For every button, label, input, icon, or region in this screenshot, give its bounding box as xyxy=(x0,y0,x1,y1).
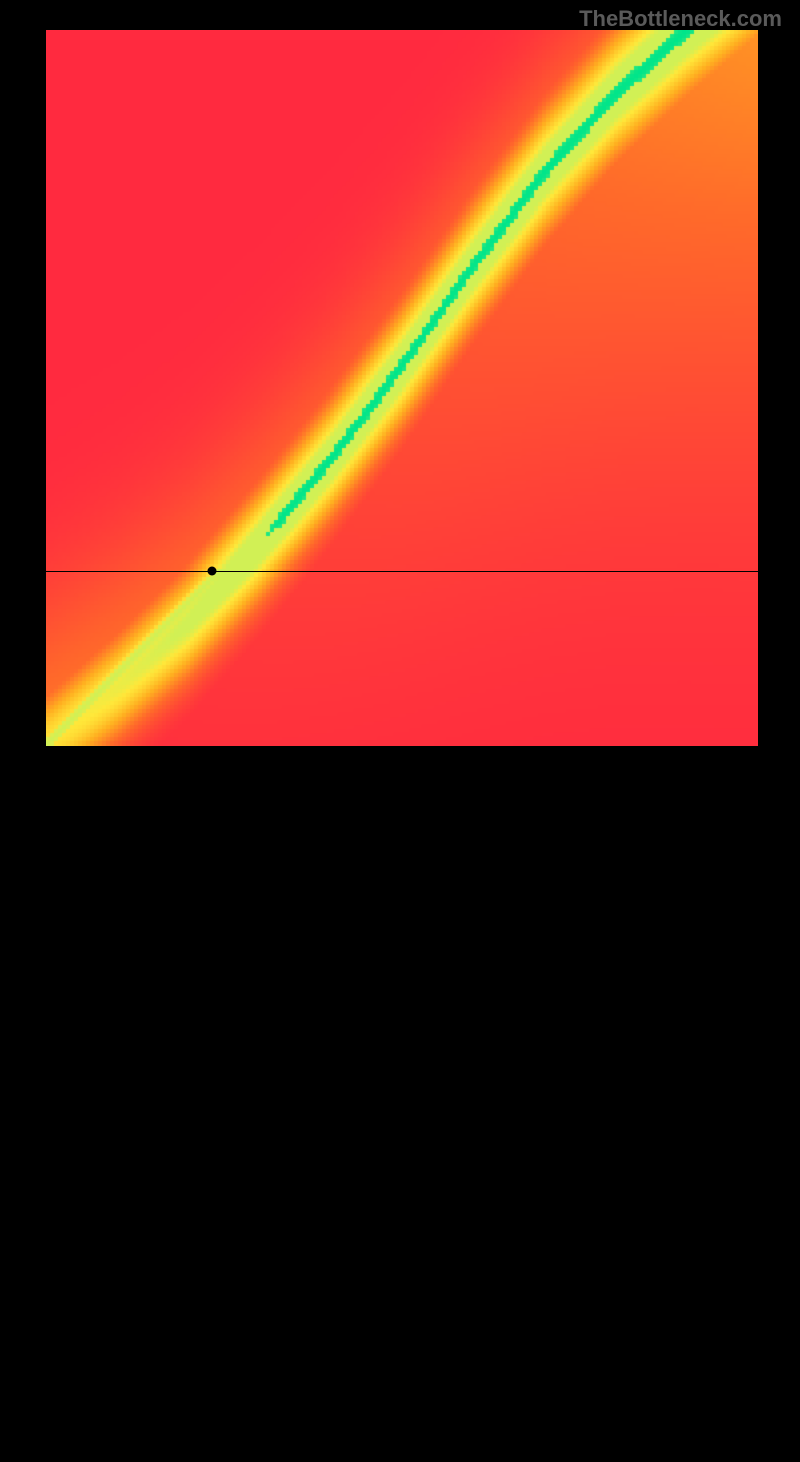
crosshair-marker xyxy=(207,566,216,575)
crosshair-vertical xyxy=(212,746,213,1462)
crosshair-horizontal xyxy=(46,571,758,572)
heatmap-canvas xyxy=(46,30,758,746)
watermark-text: TheBottleneck.com xyxy=(579,6,782,32)
heatmap-plot xyxy=(46,30,758,746)
